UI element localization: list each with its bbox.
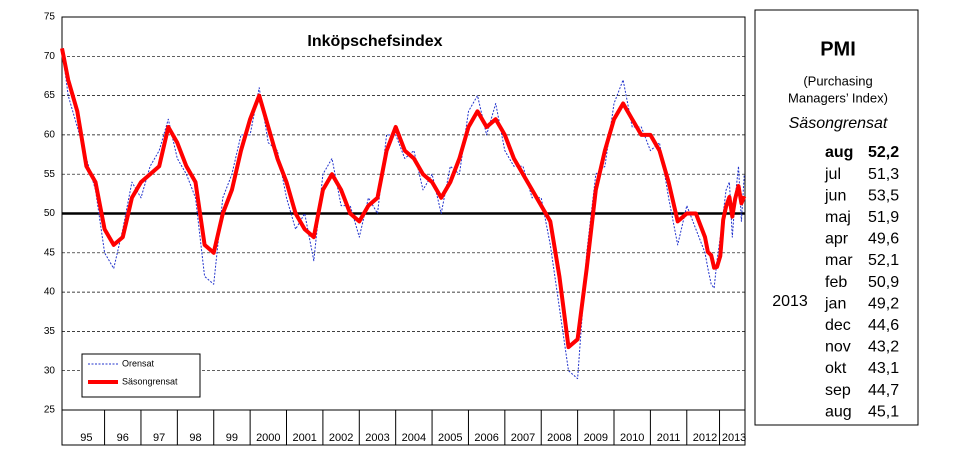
panel-value: 52,2	[868, 144, 899, 161]
panel-month: feb	[825, 274, 847, 291]
x-tick-label: 96	[117, 432, 129, 444]
series-line	[60, 48, 747, 350]
x-tick-label: 95	[80, 432, 92, 444]
panel-value: 45,1	[868, 403, 899, 420]
panel-value: 44,6	[868, 317, 899, 334]
panel-month: aug	[825, 403, 852, 420]
x-tick-label: 2000	[256, 432, 280, 444]
y-tick-label: 70	[44, 51, 56, 62]
x-tick-label: 2004	[402, 432, 426, 444]
panel-month: jan	[824, 295, 846, 312]
panel-month: aug	[825, 144, 853, 161]
panel-year: 2013	[772, 293, 808, 310]
y-tick-label: 35	[44, 326, 56, 337]
y-tick-label: 60	[44, 130, 56, 141]
x-tick-label: 2008	[547, 432, 571, 444]
panel-value: 50,9	[868, 274, 899, 291]
y-tick-label: 25	[44, 405, 56, 416]
legend-label: Säsongrensat	[122, 376, 178, 386]
panel-subtitle: (Purchasing	[803, 73, 872, 88]
x-tick-label: 2007	[511, 432, 535, 444]
panel-month: maj	[825, 209, 851, 226]
panel-value: 51,9	[868, 209, 899, 226]
panel-month: nov	[825, 339, 851, 356]
legend-box	[81, 353, 201, 398]
chart-title: Inköpschefsindex	[307, 33, 442, 50]
panel-value: 44,7	[868, 382, 899, 399]
panel-value: 49,2	[868, 295, 899, 312]
y-tick-label: 65	[44, 90, 56, 101]
panel-month: sep	[825, 382, 851, 399]
x-tick-label: 2012	[693, 432, 717, 444]
x-tick-label: 97	[153, 432, 165, 444]
panel-value: 51,3	[868, 166, 899, 183]
y-tick-label: 30	[44, 365, 56, 376]
x-tick-label: 2002	[329, 432, 353, 444]
panel-value: 53,5	[868, 187, 899, 204]
x-tick-label: 2003	[365, 432, 389, 444]
panel-value: 43,1	[868, 360, 899, 377]
x-tick-label: 99	[226, 432, 238, 444]
panel-value: 43,2	[868, 339, 899, 356]
panel-subtitle: Managers’ Index)	[788, 90, 888, 105]
x-tick-label: 2001	[292, 432, 316, 444]
panel-month: apr	[825, 231, 849, 248]
y-tick-label: 50	[44, 208, 56, 219]
x-tick-label: 2009	[584, 432, 608, 444]
y-tick-label: 55	[44, 169, 56, 180]
panel-month: mar	[825, 252, 853, 269]
panel-month: okt	[825, 360, 847, 377]
panel-note: Säsongrensat	[789, 115, 888, 132]
side-panel	[754, 9, 919, 426]
panel-month: dec	[825, 317, 851, 334]
x-tick-label: 2006	[474, 432, 498, 444]
x-tick-label: 2010	[620, 432, 644, 444]
x-tick-label: 2005	[438, 432, 462, 444]
y-tick-label: 45	[44, 247, 56, 258]
x-tick-label: 98	[189, 432, 201, 444]
panel-month: jun	[824, 187, 846, 204]
panel-value: 49,6	[868, 231, 899, 248]
series-line	[61, 48, 745, 380]
x-tick-label: 2013	[722, 432, 746, 444]
panel-value: 52,1	[868, 252, 899, 269]
panel-month: jul	[824, 166, 841, 183]
panel-title: PMI	[820, 38, 856, 60]
x-tick-label: 2011	[657, 432, 681, 444]
y-tick-label: 40	[44, 287, 56, 298]
plot-frame	[61, 16, 746, 446]
y-tick-label: 75	[44, 12, 56, 23]
legend-label: Orensat	[122, 358, 155, 368]
